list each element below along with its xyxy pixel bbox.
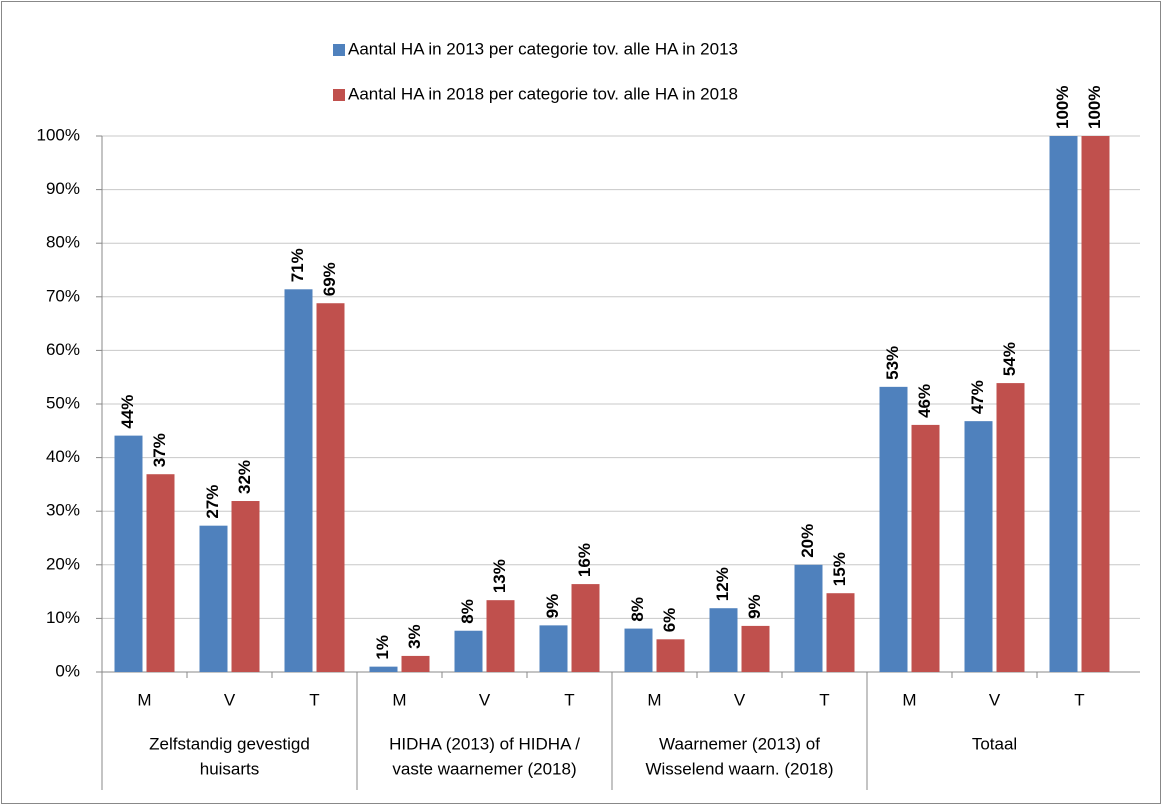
bar	[1049, 136, 1078, 672]
bar	[369, 666, 398, 672]
y-tick-label: 90%	[46, 179, 80, 198]
group-label: Wisselend waarn. (2018)	[645, 759, 833, 778]
value-label: 15%	[830, 552, 849, 586]
group-label: Waarnemer (2013) of	[659, 734, 820, 753]
bar	[401, 655, 430, 672]
y-tick-label: 0%	[55, 661, 80, 680]
x-tick-label: T	[309, 690, 319, 709]
y-tick-label: 100%	[37, 125, 80, 144]
value-label: 16%	[575, 543, 594, 577]
x-tick-label: M	[902, 690, 916, 709]
bar	[794, 564, 823, 672]
bar	[284, 289, 313, 672]
bar	[486, 600, 515, 672]
group-label: HIDHA (2013) of HIDHA /	[389, 734, 580, 753]
value-label: 9%	[745, 594, 764, 619]
value-label: 8%	[628, 597, 647, 622]
x-tick-label: M	[392, 690, 406, 709]
x-tick-label: V	[479, 690, 491, 709]
bar	[996, 383, 1025, 672]
value-label: 46%	[915, 384, 934, 418]
y-tick-label: 80%	[46, 233, 80, 252]
x-tick-label: V	[989, 690, 1001, 709]
legend-label: Aantal HA in 2013 per categorie tov. all…	[348, 39, 738, 58]
bar	[964, 421, 993, 672]
legend-label: Aantal HA in 2018 per categorie tov. all…	[348, 84, 738, 103]
bar	[571, 584, 600, 672]
x-tick-label: T	[819, 690, 829, 709]
y-tick-label: 30%	[46, 501, 80, 520]
y-tick-label: 40%	[46, 447, 80, 466]
group-label: Zelfstandig gevestigd	[149, 734, 310, 753]
y-tick-label: 10%	[46, 608, 80, 627]
value-label: 8%	[458, 599, 477, 624]
value-label: 13%	[490, 559, 509, 593]
value-label: 12%	[713, 567, 732, 601]
bar	[826, 593, 855, 672]
group-label: huisarts	[200, 759, 260, 778]
legend-swatch	[333, 89, 345, 101]
value-label: 44%	[118, 395, 137, 429]
y-tick-label: 60%	[46, 340, 80, 359]
x-tick-label: T	[564, 690, 574, 709]
value-label: 32%	[235, 460, 254, 494]
bar	[114, 435, 143, 672]
value-label: 6%	[660, 608, 679, 633]
value-label: 3%	[405, 624, 424, 649]
legend-swatch	[333, 44, 345, 56]
bar	[911, 424, 940, 672]
bar	[146, 474, 175, 672]
bar	[879, 386, 908, 672]
value-label: 27%	[203, 485, 222, 519]
x-tick-label: V	[224, 690, 236, 709]
bar	[454, 630, 483, 672]
x-tick-label: V	[734, 690, 746, 709]
x-tick-label: M	[647, 690, 661, 709]
value-label: 37%	[150, 433, 169, 467]
value-label: 69%	[320, 262, 339, 296]
value-label: 100%	[1053, 86, 1072, 129]
value-label: 9%	[543, 594, 562, 619]
x-tick-label: M	[137, 690, 151, 709]
value-label: 20%	[798, 524, 817, 558]
y-tick-label: 50%	[46, 393, 80, 412]
bar	[741, 625, 770, 672]
value-label: 71%	[288, 248, 307, 282]
bar	[316, 303, 345, 672]
group-label: Totaal	[972, 734, 1017, 753]
bar	[656, 639, 685, 672]
value-label: 53%	[883, 346, 902, 380]
y-tick-label: 70%	[46, 286, 80, 305]
value-label: 100%	[1085, 86, 1104, 129]
value-label: 47%	[968, 380, 987, 414]
bar	[1081, 136, 1110, 672]
bar	[709, 608, 738, 672]
bar	[199, 525, 228, 672]
y-tick-label: 20%	[46, 554, 80, 573]
bar	[231, 501, 260, 672]
bar	[624, 628, 653, 672]
value-label: 54%	[1000, 342, 1019, 376]
group-label: vaste waarnemer (2018)	[392, 759, 576, 778]
bar	[539, 625, 568, 672]
x-tick-label: T	[1074, 690, 1084, 709]
value-label: 1%	[373, 635, 392, 660]
